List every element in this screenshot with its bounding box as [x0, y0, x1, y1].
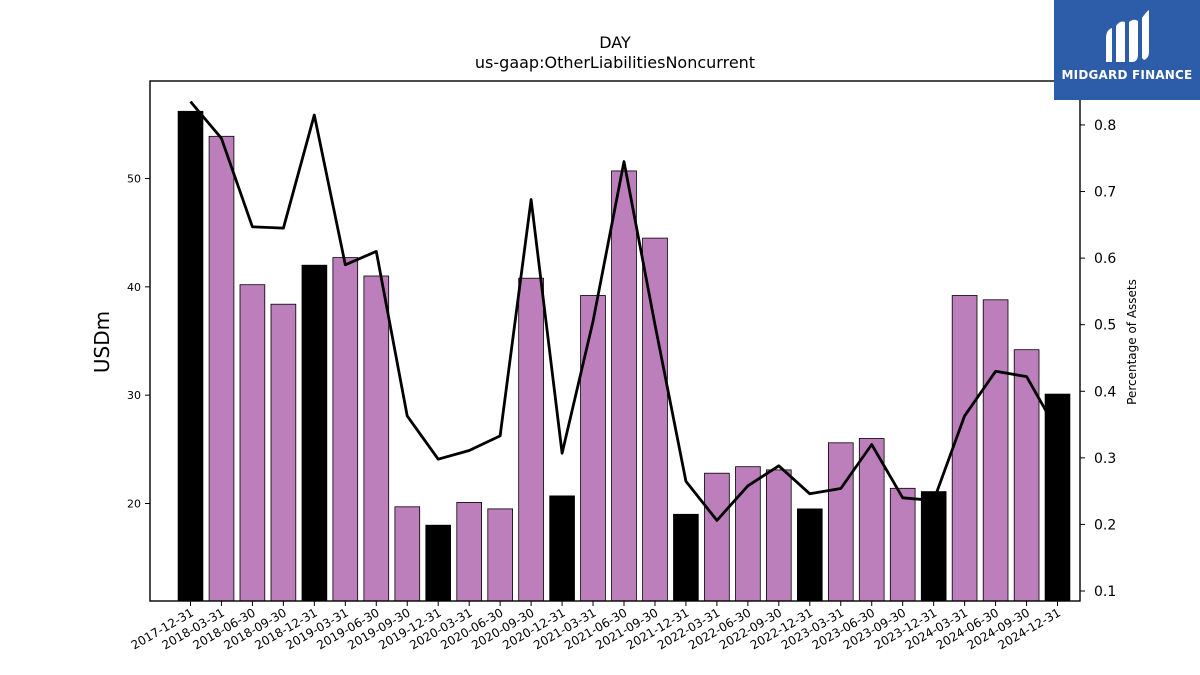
y-tick-label: 30: [127, 389, 141, 402]
bar: [920, 491, 947, 602]
y2-tick-label: 0.5: [1094, 318, 1116, 334]
y2-tick-label: 0.8: [1094, 118, 1116, 134]
bar: [456, 501, 482, 602]
bar: [828, 442, 854, 602]
chart-title: DAY: [599, 33, 631, 52]
bar: [673, 513, 699, 602]
y2-tick-label: 0.4: [1094, 384, 1116, 400]
y-tick-label: 40: [127, 281, 141, 294]
y-axis-label: USDm: [90, 311, 114, 373]
bar: [889, 487, 916, 602]
chart-subtitle: us-gaap:OtherLiabilitiesNoncurrent: [475, 53, 755, 72]
bar: [1044, 393, 1071, 602]
y2-tick-label: 0.6: [1094, 251, 1116, 267]
percentage-line: [189, 100, 1059, 522]
bar: [239, 284, 266, 602]
y2-tick-label: 0.2: [1094, 517, 1116, 533]
y2-tick-label: 0.1: [1094, 584, 1116, 600]
y2-axis-label: Percentage of Assets: [1125, 279, 1139, 405]
y2-tick-label: 0.3: [1094, 451, 1116, 467]
bar: [704, 472, 730, 602]
bar: [518, 277, 544, 602]
y-tick-label: 20: [127, 498, 141, 511]
bar: [177, 110, 204, 602]
bar: [858, 438, 885, 602]
bar: [270, 303, 297, 602]
plot-frame: [149, 80, 1081, 602]
y2-tick-label: 0.7: [1094, 185, 1116, 201]
bar: [487, 508, 513, 602]
bar: [642, 237, 668, 602]
bar: [394, 506, 421, 602]
bar: [208, 135, 235, 602]
bar: [580, 295, 606, 602]
y-tick-label: 50: [127, 173, 141, 186]
bar: [363, 275, 390, 602]
bar: [766, 469, 792, 602]
bar: [951, 295, 978, 602]
bar: [735, 466, 761, 602]
bar: [611, 170, 637, 602]
midgard-logo-icon: [1106, 10, 1149, 62]
midgard-finance-logo: MIDGARD FINANCE: [1054, 0, 1200, 100]
bar: [301, 264, 328, 602]
bar: [332, 257, 359, 602]
logo-text: MIDGARD FINANCE: [1061, 68, 1193, 82]
bar: [982, 299, 1009, 602]
bar: [797, 508, 823, 602]
bar: [549, 495, 575, 602]
bar: [425, 524, 451, 602]
bar: [1013, 349, 1040, 602]
